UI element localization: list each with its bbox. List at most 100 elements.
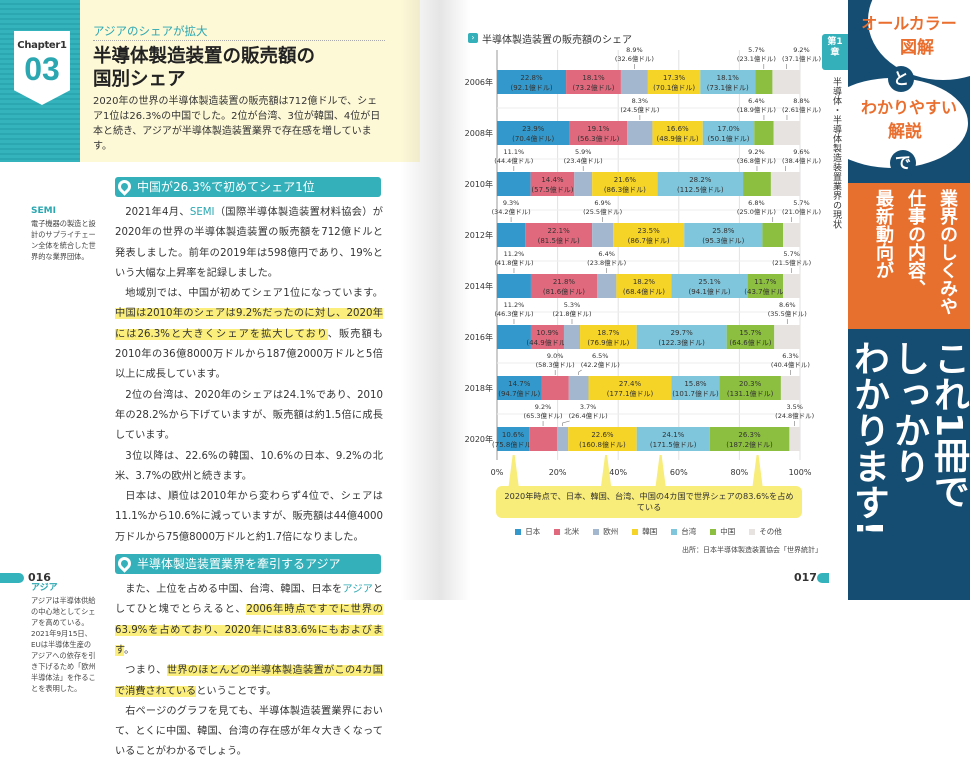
data-label-amount: (86.7億ドル) — [628, 236, 670, 245]
data-label-percent: 8.8% — [793, 97, 810, 105]
data-label-percent: 9.6% — [793, 148, 810, 156]
data-label-percent: 8.3% — [632, 97, 649, 105]
data-label-percent: 21.8% — [553, 278, 576, 286]
legend-item: 中国 — [710, 526, 735, 537]
bar-segment-韓国 — [613, 223, 685, 247]
bar-segment-台湾 — [657, 172, 744, 196]
banner-headline: しっかり — [888, 340, 929, 484]
legend-item: 北米 — [554, 526, 579, 537]
data-label-percent: 14.7% — [508, 380, 531, 388]
bar-segment-日本 — [497, 223, 526, 247]
data-label-amount: (75.8億ドル) — [492, 440, 534, 449]
bar-segment-欧州 — [556, 427, 569, 451]
legend-swatch — [515, 528, 522, 535]
page-subtitle: アジアのシェアが拡大 — [93, 24, 385, 41]
legend-item: 日本 — [515, 526, 540, 537]
term-link-asia: アジア — [342, 584, 373, 596]
data-label-percent: 6.4% — [598, 250, 615, 258]
bar-segment-韓国 — [652, 121, 703, 145]
bar-segment-韓国 — [580, 325, 637, 349]
data-label-amount: (2.61億ドル) — [782, 105, 821, 114]
legend-item: その他 — [749, 526, 782, 537]
data-label-amount: (35.5億ドル) — [768, 309, 807, 318]
data-label-percent: 5.7% — [793, 199, 810, 207]
data-label-percent: 16.6% — [666, 125, 689, 133]
data-label-percent: 21.6% — [614, 176, 637, 184]
paragraph: 2021年4月、SEMI（国際半導体製造装置材料協会）が2020年の世界の半導体… — [115, 203, 383, 284]
data-label-amount: (171.5億ドル) — [650, 440, 697, 449]
data-label-percent: 22.6% — [591, 431, 614, 439]
data-label-amount: (101.7億ドル) — [672, 389, 719, 398]
data-label-amount: (68.4億ドル) — [623, 287, 665, 296]
data-label-amount: (81.6億ドル) — [543, 287, 585, 296]
section-body-asia: また、上位を占める中国、台湾、韓国、日本をアジアとしてひと塊でとらえると、200… — [115, 580, 383, 763]
data-label-amount: (18.9億ドル) — [737, 105, 776, 114]
left-page: Chapter1 03 アジアのシェアが拡大 半導体製造装置の販売額の 国別シェ… — [0, 0, 440, 757]
page-title-line1: 半導体製造装置の販売額の — [93, 46, 316, 67]
x-tick-label: 100% — [789, 468, 812, 477]
data-label-percent: 28.2% — [689, 176, 712, 184]
legend-label: 欧州 — [603, 527, 619, 536]
x-tick-label: 80% — [731, 468, 749, 477]
banner-text: 業界のしくみや — [937, 189, 958, 315]
data-label-amount: (37.1億ドル) — [782, 54, 821, 63]
data-label-percent: 11.2% — [504, 250, 525, 258]
banner-orange-panel: 業界のしくみや 仕事の内容、 最新動向が — [848, 183, 970, 329]
data-label-percent: 11.7% — [754, 278, 777, 286]
data-label-amount: (23.8億ドル) — [587, 258, 626, 267]
data-label-amount: (21.0億ドル) — [782, 207, 821, 216]
bar-segment-台湾 — [636, 427, 710, 451]
page-number-tab — [817, 573, 829, 583]
data-label-amount: (122.3億ドル) — [658, 338, 705, 347]
data-label-amount: (56.3億ドル) — [577, 134, 619, 143]
bar-segment-欧州 — [568, 376, 589, 400]
data-label-amount: (73.1億ドル) — [707, 83, 749, 92]
legend-swatch — [632, 528, 639, 535]
bar-segment-欧州 — [620, 70, 648, 94]
x-tick-label: 20% — [549, 468, 567, 477]
x-tick-label: 40% — [609, 468, 627, 477]
text: また、上位を占める中国、台湾、韓国、日本を — [125, 584, 343, 596]
data-label-amount: (65.3億ドル) — [524, 411, 563, 420]
data-label-percent: 5.7% — [783, 250, 800, 258]
data-label-amount: (24.8億ドル) — [775, 411, 814, 420]
page-lead: 2020年の世界の半導体製造装置の販売額は712億ドルで、シェア1位は26.3%… — [93, 96, 381, 152]
sidenote-term: アジア — [31, 583, 58, 594]
banner-text: オールカラー — [861, 14, 957, 33]
data-label-percent: 25.1% — [698, 278, 721, 286]
data-label-percent: 15.8% — [684, 380, 707, 388]
bar-segment-台湾 — [671, 376, 720, 400]
book-obi-banner: オールカラー 図解 と わかりやすい 解説 で 業界のしくみや 仕事の内容、 最… — [848, 0, 970, 600]
data-label-amount: (76.9億ドル) — [587, 338, 629, 347]
bar-segment-台湾 — [702, 121, 755, 145]
data-label-amount: (40.4億ドル) — [771, 360, 810, 369]
bar-segment-北米 — [530, 172, 575, 196]
data-label-percent: 10.6% — [502, 431, 525, 439]
legend-swatch — [749, 528, 756, 535]
legend-swatch — [554, 528, 561, 535]
bar-segment-韓国 — [592, 172, 658, 196]
bar-segment-北米 — [569, 121, 628, 145]
legend-item: 欧州 — [593, 526, 618, 537]
term-link-semi: SEMI — [189, 207, 215, 218]
data-label-amount: (81.5億ドル) — [538, 236, 580, 245]
data-label-percent: 6.3% — [782, 352, 799, 360]
paragraph: 右ページのグラフを見ても、半導体製造装置業界において、とくに中国、韓国、台湾の存… — [115, 705, 383, 758]
callout-pointer — [752, 455, 763, 486]
bar-segment-中国 — [747, 274, 784, 298]
chapter-label: Chapter1 — [17, 40, 67, 51]
bar-segment-中国 — [726, 325, 775, 349]
data-label-amount: (187.2億ドル) — [726, 440, 773, 449]
map-pin-icon — [115, 554, 134, 573]
section-heading-china: 中国が26.3%で初めてシェア1位 — [115, 177, 381, 197]
data-label-amount: (41.8億ドル) — [494, 258, 533, 267]
bar-segment-その他 — [780, 376, 800, 400]
bar-segment-韓国 — [568, 427, 637, 451]
section-body-china: 2021年4月、SEMI（国際半導体製造装置材料協会）が2020年の世界の半導体… — [115, 203, 383, 548]
data-label-amount: (23.4億ドル) — [564, 156, 603, 165]
data-label-percent: 17.3% — [663, 74, 686, 82]
data-label-percent: 6.5% — [592, 352, 609, 360]
gutter-shadow — [440, 0, 470, 600]
y-category-label: 2016年 — [465, 332, 493, 342]
bar-segment-日本 — [497, 274, 531, 298]
